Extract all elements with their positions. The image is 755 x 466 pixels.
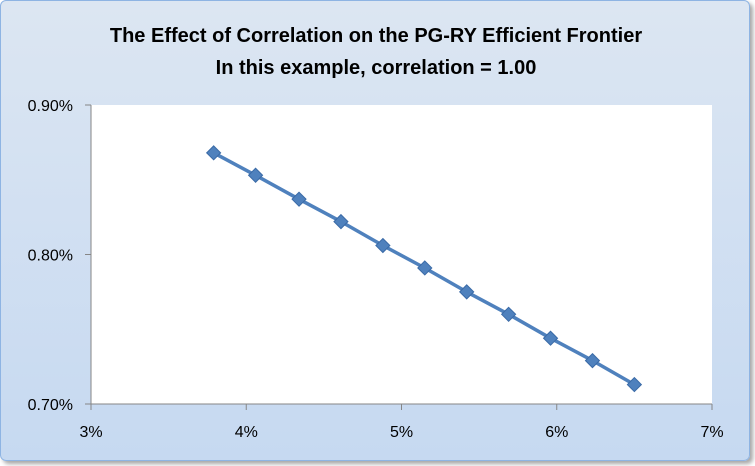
data-point-marker (205, 145, 222, 161)
axes: 0.70% 0.80% 0.90% 3% 4% 5% 6% 7% (28, 98, 724, 441)
data-point-marker (417, 260, 433, 276)
data-point-marker (247, 167, 264, 183)
x-tick-label: 4% (235, 424, 258, 441)
data-point-marker (500, 306, 517, 323)
data-point-marker (542, 330, 559, 346)
data-point-marker (375, 237, 391, 254)
x-tick-label: 5% (390, 424, 413, 441)
x-tick-label: 7% (700, 424, 723, 441)
data-point-marker (584, 352, 601, 369)
y-tick-label: 0.90% (28, 98, 73, 115)
data-point-marker (333, 213, 349, 230)
data-point-marker (458, 284, 475, 300)
data-point-marker (626, 376, 643, 393)
data-point-marker (291, 191, 307, 207)
y-tick-label: 0.70% (28, 397, 73, 414)
y-tick-label: 0.80% (28, 248, 73, 265)
x-tick-label: 3% (79, 424, 102, 441)
series-group (205, 145, 643, 393)
chart-subtitle: In this example, correlation = 1.00 (216, 57, 537, 79)
x-tick-label: 6% (545, 424, 568, 441)
chart-title: The Effect of Correlation on the PG-RY E… (110, 25, 642, 47)
